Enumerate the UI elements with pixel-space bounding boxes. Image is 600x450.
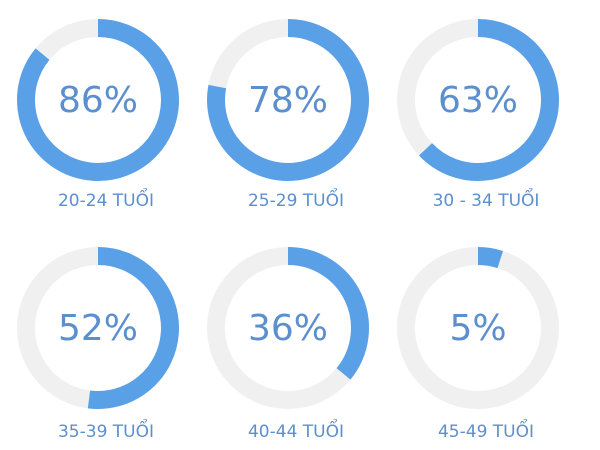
percent-label: 78% bbox=[248, 80, 328, 121]
age-label: 35-39 TUỔI bbox=[58, 418, 154, 442]
age-label: 40-44 TUỔI bbox=[248, 418, 344, 442]
donut-arc bbox=[418, 19, 559, 181]
age-label: 20-24 TUỔI bbox=[58, 187, 154, 211]
donut-arc bbox=[477, 247, 504, 269]
percent-label: 52% bbox=[58, 308, 138, 349]
donut-arc bbox=[287, 247, 369, 380]
age-label: 45-49 TUỔI bbox=[438, 418, 534, 442]
percent-label: 63% bbox=[438, 80, 518, 121]
percent-label: 86% bbox=[58, 80, 138, 121]
donut-arc bbox=[87, 247, 179, 409]
percent-label: 36% bbox=[248, 308, 328, 349]
age-label: 30 - 34 TUỔI bbox=[433, 187, 540, 211]
percent-label: 5% bbox=[449, 308, 506, 349]
donut-arc bbox=[207, 19, 369, 181]
donut-arc bbox=[17, 19, 179, 181]
age-label: 25-29 TUỔI bbox=[248, 187, 344, 211]
